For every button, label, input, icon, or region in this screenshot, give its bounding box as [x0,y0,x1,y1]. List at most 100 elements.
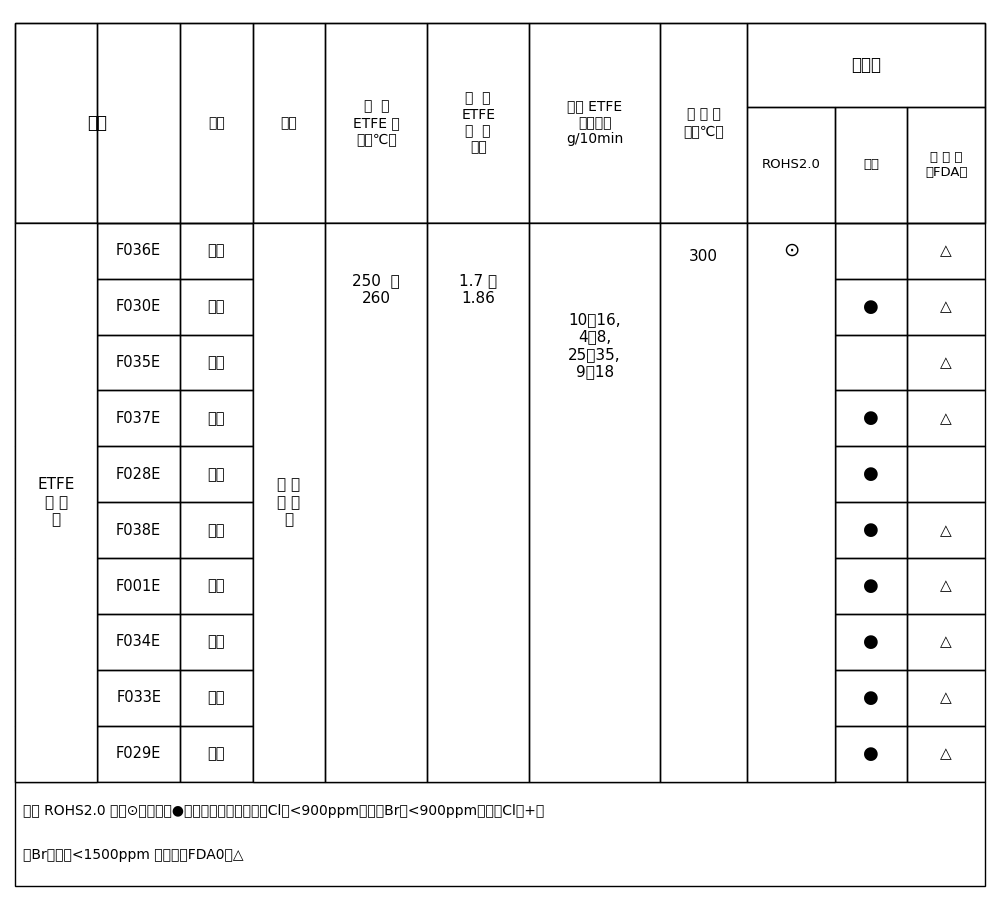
Text: 250  ～
260: 250 ～ 260 [352,274,400,306]
Bar [747,502,835,558]
Bar [660,614,747,670]
Bar [15,670,97,725]
Text: （Br）总和<1500ppm 食品级（FDA0：△: （Br）总和<1500ppm 食品级（FDA0：△ [23,848,244,862]
Bar [835,391,907,446]
Text: 载体 ETFE
熔融指数
g/10min: 载体 ETFE 熔融指数 g/10min [566,99,623,146]
Text: F033E: F033E [116,690,161,705]
Bar [15,502,97,558]
Bar [529,725,660,782]
Text: 食 品 级
（FDA）: 食 品 级 （FDA） [925,151,967,179]
Bar [747,614,835,670]
Text: F028E: F028E [116,466,161,482]
Bar [97,446,180,502]
Text: ROHS2.0: ROHS2.0 [762,158,820,171]
Bar [253,223,325,279]
Bar [747,670,835,725]
Text: 圆 柱
形 颗
粒: 圆 柱 形 颗 粒 [277,477,301,527]
Bar [15,725,97,782]
Bar [325,223,427,782]
Text: △: △ [940,523,952,538]
Bar [747,223,835,279]
Bar [325,614,427,670]
Bar [97,335,180,391]
Text: △: △ [940,355,952,370]
Text: ●: ● [863,465,879,484]
Bar [15,223,97,782]
Bar [180,391,253,446]
Bar [427,614,529,670]
Text: F035E: F035E [116,355,161,370]
Bar [835,614,907,670]
Bar [835,223,907,279]
Text: F034E: F034E [116,634,161,650]
Bar [253,502,325,558]
Text: 300: 300 [689,249,718,264]
Bar [907,335,985,391]
Text: △: △ [940,299,952,315]
Text: F001E: F001E [116,578,161,594]
Bar [97,614,180,670]
Bar [660,725,747,782]
Bar [15,558,97,614]
Text: 紫色: 紫色 [208,466,225,482]
Bar [15,335,97,391]
Bar [835,558,907,614]
Bar [747,23,985,106]
Bar [97,23,180,223]
Bar [835,446,907,502]
Bar [97,223,180,279]
Bar [253,391,325,446]
Bar [325,278,427,335]
Bar [907,106,985,223]
Text: 红色: 红色 [208,243,225,258]
Bar [907,670,985,725]
Bar [907,223,985,279]
Text: 卤素: 卤素 [863,158,879,171]
Text: 颜色: 颜色 [208,115,225,130]
Bar [907,502,985,558]
Bar [529,223,660,782]
Bar [747,335,835,391]
Bar [325,725,427,782]
Text: △: △ [940,746,952,762]
Bar [660,502,747,558]
Bar [253,223,325,782]
Bar [15,223,97,279]
Bar [835,725,907,782]
Text: 外观: 外观 [281,115,297,130]
Bar [180,558,253,614]
Bar [180,670,253,725]
Bar [180,335,253,391]
Text: ●: ● [863,577,879,595]
Bar [660,223,747,782]
Bar [325,670,427,725]
Text: 蓝色: 蓝色 [208,411,225,426]
Text: △: △ [940,634,952,650]
Bar [907,614,985,670]
Bar [427,558,529,614]
Text: 绿色: 绿色 [208,578,225,594]
Bar [660,23,747,223]
Text: 载  体
ETFE
相  对
密度: 载 体 ETFE 相 对 密度 [461,92,495,154]
Bar [660,223,747,279]
Bar [529,223,660,782]
Bar [325,335,427,391]
Bar [747,391,835,446]
Bar [907,725,985,782]
Bar [660,223,747,782]
Bar [529,335,660,391]
Bar [529,223,660,279]
Text: ●: ● [863,297,879,315]
Text: 环保标: 环保标 [851,55,881,74]
Bar [835,106,907,223]
Bar [660,335,747,391]
Bar [180,725,253,782]
Text: ●: ● [863,409,879,427]
Bar [529,614,660,670]
Bar [180,223,253,279]
Bar [529,23,660,223]
Bar [97,391,180,446]
Bar [97,670,180,725]
Bar [253,614,325,670]
Text: F036E: F036E [116,243,161,258]
